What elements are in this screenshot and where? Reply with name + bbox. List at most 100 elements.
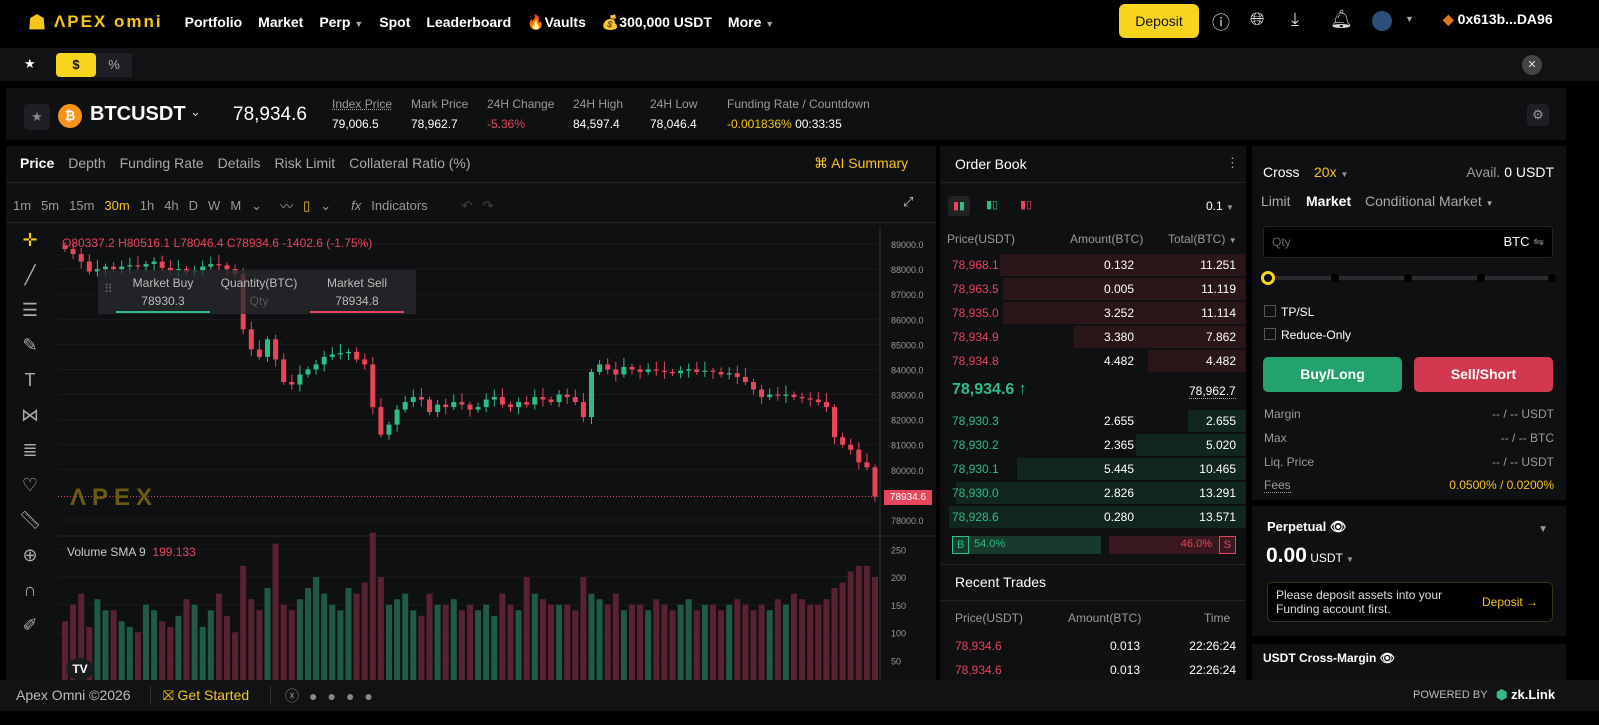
zklink-logo[interactable]: ⬢ zk.Link [1496,687,1556,702]
quick-qty[interactable]: Quantity(BTC) Qty [220,276,298,308]
tradingview-logo[interactable]: TV [66,658,94,680]
heart-icon[interactable]: ♡ [21,475,39,495]
crosshair-icon[interactable]: ✛ [22,230,38,250]
tf-5m[interactable]: 5m [41,198,60,213]
bid-row[interactable]: 78,928.6 0.280 13.571 [940,506,1246,528]
tf-4h[interactable]: 4h [164,198,179,213]
ask-row[interactable]: 78,963.5 0.005 11.119 [940,278,1246,300]
reduce-only-checkbox[interactable] [1264,328,1276,340]
chevron-down-icon[interactable]: ⌄ [190,104,201,119]
price-step-select[interactable]: 0.1 ▼ [1206,199,1234,213]
ask-row[interactable]: 78,934.8 4.482 4.482 [940,350,1246,372]
tab-limit[interactable]: Limit [1261,193,1291,209]
deposit-button[interactable]: Deposit [1119,4,1199,38]
chevron-down-icon[interactable]: ▼ [1405,14,1414,24]
nav-spot[interactable]: Spot [379,14,411,30]
nav-portfolio[interactable]: Portfolio [184,14,243,30]
prediction-icon[interactable]: ≣ [22,440,38,460]
favorites-star-icon[interactable]: ★ [24,56,36,71]
favorite-star-icon[interactable]: ★ [24,104,50,130]
magnet-icon[interactable]: ∩ [23,580,37,600]
undo-icon[interactable]: ↶ [461,197,473,213]
tf-w[interactable]: W [208,198,221,213]
percent-toggle[interactable]: % [96,53,132,77]
bell-icon[interactable]: 🔔︎ [1330,9,1353,29]
bid-row[interactable]: 78,930.2 2.365 5.020 [940,434,1246,456]
tab-market[interactable]: Market [1306,193,1352,209]
ai-summary-button[interactable]: ⌘ AI Summary [814,155,909,171]
x-icon[interactable]: ⓧ [285,688,309,704]
nav-perp[interactable]: Perp ▼ [319,14,364,30]
tpsl-checkbox[interactable] [1264,305,1276,317]
eye-icon[interactable]: 👁︎ [1329,519,1347,534]
eye-icon[interactable]: 👁︎ [1379,651,1395,665]
text-icon[interactable]: T [24,370,36,390]
unit-switch[interactable]: BTC ⇋ [1503,234,1544,249]
book-asks-icon[interactable]: ▮▯ [1020,199,1033,211]
price-chart[interactable]: 89000.0 88000.0 87000.0 86000.0 85000.0 84000… [58,226,936,680]
arbitrum-network-icon[interactable] [1372,11,1392,31]
candlestick-icon[interactable]: ▯ [303,197,311,213]
get-started-link[interactable]: ⛝ Get Started [163,687,250,703]
brush-icon[interactable]: ✎ [22,335,38,355]
buy-long-button[interactable]: Buy/Long [1263,357,1402,392]
redo-icon[interactable]: ↷ [482,197,494,213]
bid-row[interactable]: 78,930.0 2.826 13.291 [940,482,1246,504]
tf-15m[interactable]: 15m [69,198,95,213]
market-buy-button[interactable]: Market Buy 78930.3 [116,270,210,313]
tab-depth[interactable]: Depth [68,155,106,171]
drag-handle-icon[interactable]: ⠿ [104,282,113,296]
settings-icon[interactable]: ⚙ [1527,104,1549,126]
bid-row[interactable]: 78,930.3 2.655 2.655 [940,410,1246,432]
function-icon[interactable]: fx [351,198,362,213]
tab-funding-rate[interactable]: Funding Rate [119,155,204,171]
nav-leaderboard[interactable]: Leaderboard [426,14,512,30]
tf-30m[interactable]: 30m [104,198,130,213]
more-icon[interactable]: ⋮ [1226,155,1239,170]
market-sell-button[interactable]: Market Sell 78934.8 [310,270,404,313]
globe-icon[interactable]: 🌐︎ [1250,9,1265,29]
fullscreen-icon[interactable]: ⤢ [903,194,914,209]
book-bids-icon[interactable]: ▮▯ [986,199,999,211]
download-icon[interactable]: ⤓ [1291,9,1299,29]
ask-row[interactable]: 78,968.1 0.132 11.251 [940,254,1246,276]
trendline-icon[interactable]: ╱ [24,265,36,285]
indicators-button[interactable]: Indicators [371,198,428,213]
line-chart-icon[interactable]: 〰 [280,199,294,214]
currency-toggle[interactable]: $ [56,53,96,77]
close-icon[interactable]: ✕ [1522,55,1542,75]
margin-mode-select[interactable]: Cross [1263,164,1300,180]
lock-icon[interactable]: ✐ [22,615,38,635]
chevron-down-icon[interactable]: ⌄ [251,197,263,213]
tab-price[interactable]: Price [20,155,55,171]
book-both-icon[interactable]: ▮▮ [948,196,970,216]
qty-input[interactable]: Qty BTC ⇋ [1263,226,1553,258]
bid-row[interactable]: 78,930.1 5.445 10.465 [940,458,1246,480]
sell-short-button[interactable]: Sell/Short [1414,357,1553,392]
help-icon[interactable]: ⓘ [1212,13,1230,33]
ruler-icon[interactable]: 📏︎ [18,510,42,530]
telegram-icon[interactable]: ● [345,688,365,704]
collapse-icon[interactable]: ▼ [1538,524,1548,535]
nav-vaults[interactable]: 🔥Vaults [527,13,586,30]
tab-details[interactable]: Details [217,155,261,171]
symbol-selector[interactable]: BTCUSDT [90,103,186,125]
nav-market[interactable]: Market [258,14,304,30]
tf-m[interactable]: M [230,198,242,213]
tab-collateral-ratio[interactable]: Collateral Ratio (%) [349,155,471,171]
nav-reward[interactable]: 💰300,000 USDT [601,13,712,30]
col-total[interactable]: Total(BTC) ▼ [1168,232,1237,246]
leverage-select[interactable]: 20x ▼ [1314,164,1349,180]
ask-row[interactable]: 78,934.9 3.380 7.862 [940,326,1246,348]
tab-risk-limit[interactable]: Risk Limit [274,155,336,171]
tf-d[interactable]: D [188,198,199,213]
fib-icon[interactable]: ☰ [21,300,39,320]
github-icon[interactable]: ● [364,688,383,704]
tf-1m[interactable]: 1m [13,198,32,213]
medium-icon[interactable]: ● [309,688,328,704]
pattern-icon[interactable]: ⋈ [21,405,39,425]
discord-icon[interactable]: ● [327,688,346,704]
wallet-address[interactable]: ◆ 0x613b...DA96 [1443,11,1553,27]
tf-1h[interactable]: 1h [139,198,155,213]
tab-conditional-market[interactable]: Conditional Market ▼ [1365,193,1494,209]
